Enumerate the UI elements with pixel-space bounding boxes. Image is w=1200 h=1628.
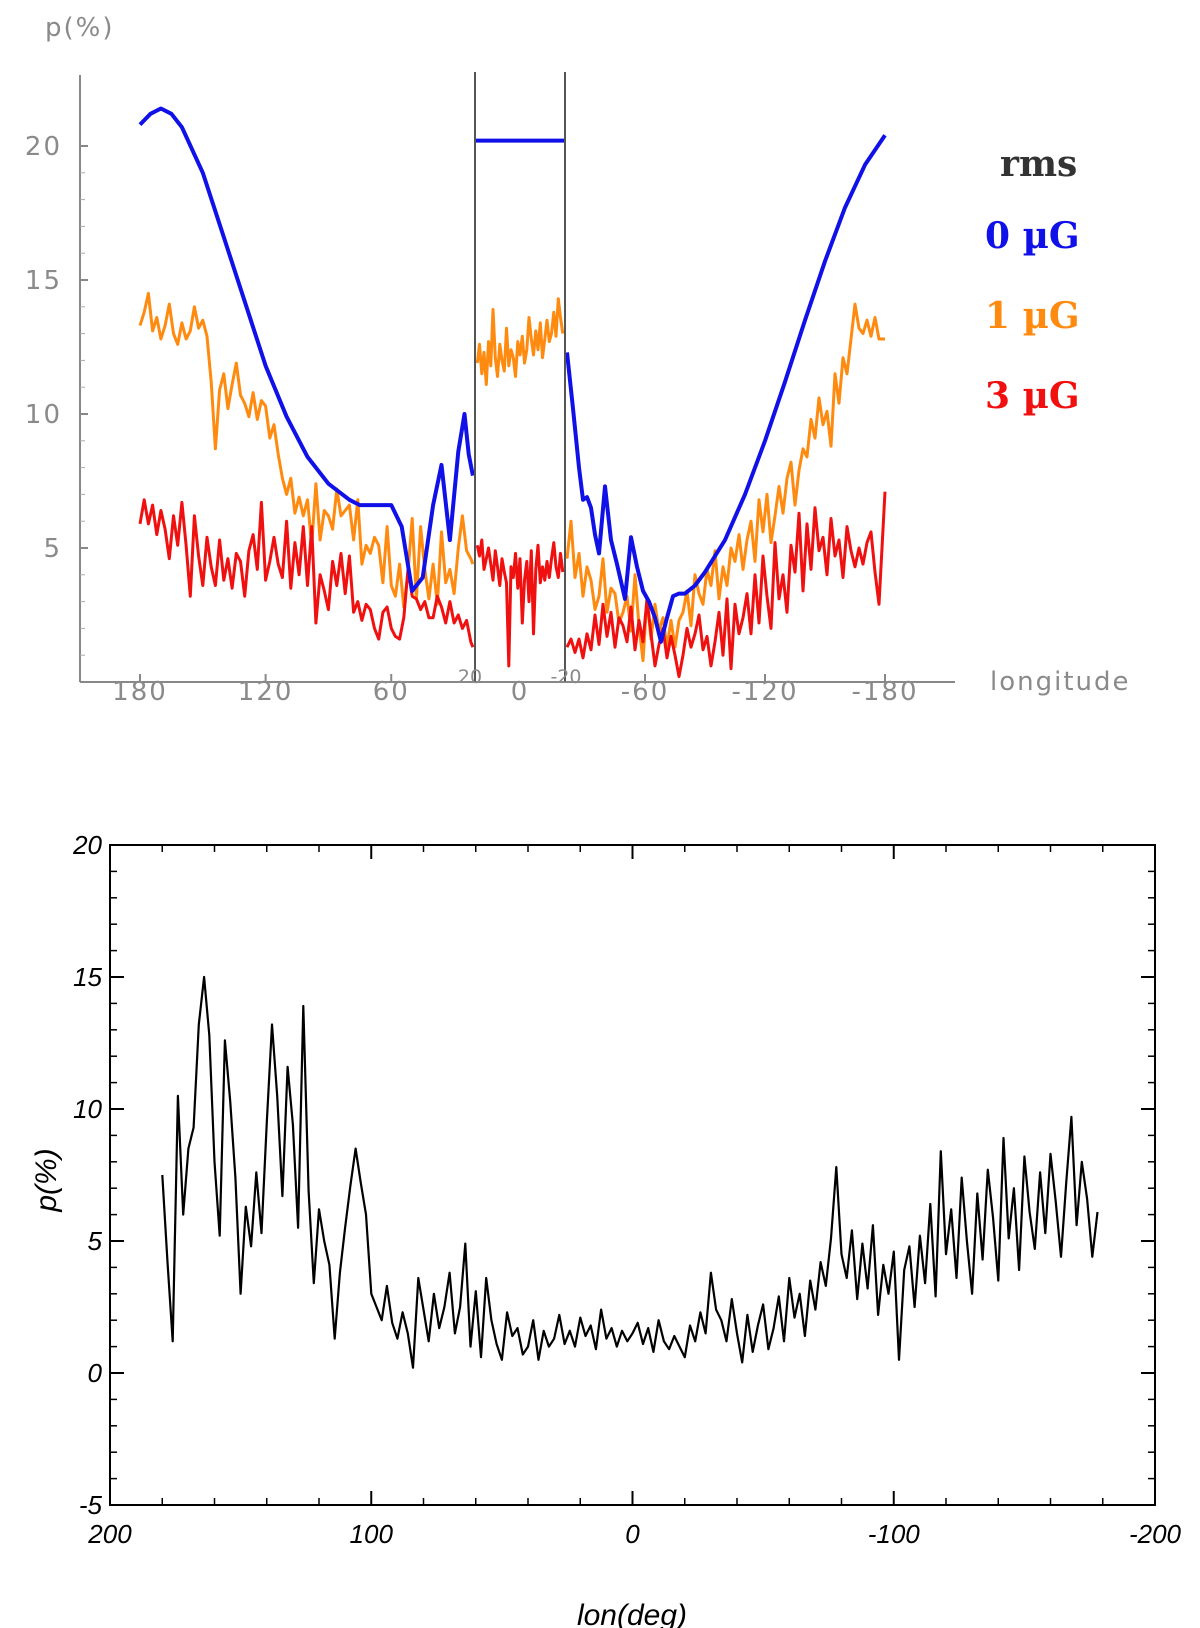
bottom-chart: 200 100 0 -100 -200 -5 0 5 10 15 20 lon(deg) p(%) [30,830,1182,1628]
bottom-chart-y-label: p(%) [30,1148,63,1212]
series-rms0-segment-1 [138,106,475,593]
legend-entry-rms0: 0 µG [985,215,1080,257]
legend-entry-rms3: 3 µG [985,375,1080,417]
series-observed-line [161,975,1099,1369]
top-x-tick-label: -60 [621,677,669,707]
bottom-chart-x-label: lon(deg) [577,1599,687,1628]
top-inner-tick-label: 20 [458,666,482,688]
bottom-y-tick-label: 0 [88,1358,103,1388]
top-inner-tick-label: 0 [511,677,530,707]
top-x-tick-label: 120 [238,677,294,707]
series-rms1-segment-2 [475,297,565,386]
series-rms3-segment-1 [138,498,475,648]
series-rms0-segment-3 [565,134,887,644]
top-x-tick-label: -180 [851,677,918,707]
legend-entry-rms1: 1 µG [985,295,1080,337]
top-y-tick-label: 10 [25,400,62,430]
bottom-x-tick-label: 200 [87,1519,132,1549]
top-x-tick-label: 60 [373,677,410,707]
top-y-tick-label: 15 [25,266,62,296]
series-rms3-segment-2 [475,538,565,668]
legend-title: rms [1000,143,1077,185]
bottom-chart-frame [109,844,1156,1506]
series-rms3-segment-3 [565,491,887,679]
bottom-y-tick-label: -5 [79,1490,103,1520]
top-y-tick-label: 20 [25,132,62,162]
bottom-x-tick-label: 0 [625,1519,640,1549]
bottom-x-tick-label: 100 [350,1519,394,1549]
top-inner-tick-label: -20 [550,666,581,688]
top-chart-y-label: p(%) [45,13,115,43]
bottom-y-tick-label: 10 [73,1094,102,1124]
bottom-y-tick-label: 20 [72,830,102,860]
top-x-tick-label: 180 [112,677,168,707]
top-chart-x-label: longitude [990,667,1131,697]
bottom-x-tick-label: -200 [1129,1519,1182,1549]
top-x-tick-label: -120 [731,677,798,707]
series-rms1-segment-1 [138,291,475,609]
top-y-tick-label: 5 [43,534,62,564]
bottom-y-tick-label: 15 [73,962,102,992]
top-chart: 180 120 60 -60 -120 -180 20 0 -20 5 10 15 20 p(%) lo… [25,13,1131,707]
bottom-y-tick-label: 5 [88,1226,103,1256]
bottom-x-tick-label: -100 [868,1519,921,1549]
